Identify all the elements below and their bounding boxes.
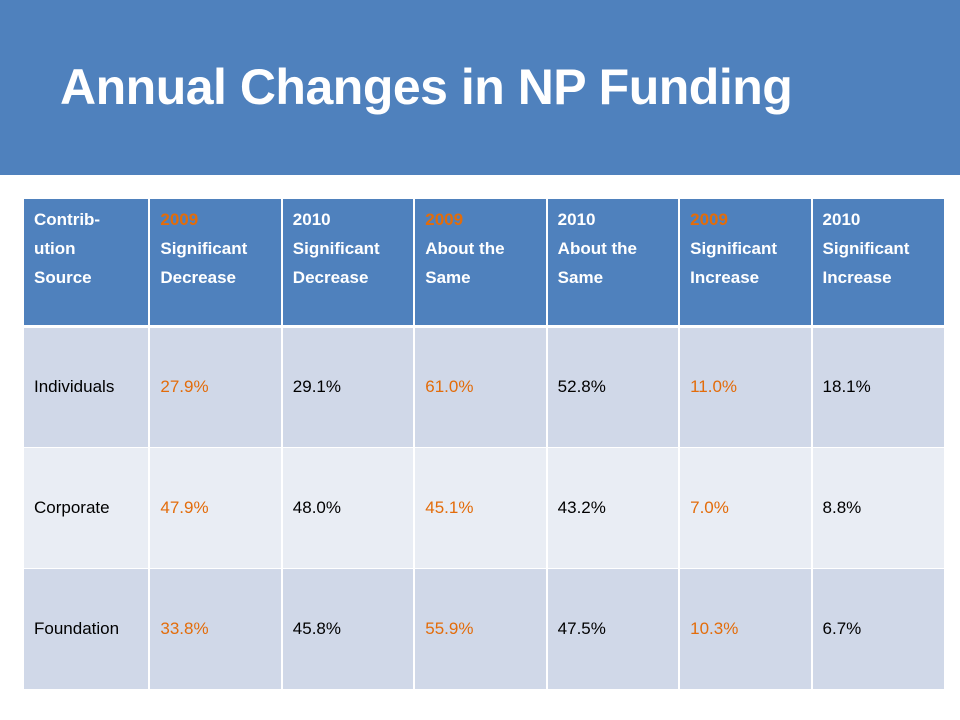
header-line: Same xyxy=(425,268,471,287)
table-cell: 18.1% xyxy=(811,326,944,448)
header-year: 2010 xyxy=(557,210,596,229)
table-cell: 6.7% xyxy=(811,568,944,690)
table-row-corporate: Corporate 47.9% 48.0% 45.1% 43.2% 7.0% 8… xyxy=(24,447,944,569)
row-source-label: Corporate xyxy=(24,447,151,569)
header-year: 2009 xyxy=(690,210,728,229)
header-2010-significant-increase: 2010 Significant Increase xyxy=(811,199,944,328)
table-cell: 61.0% xyxy=(414,326,548,448)
header-year: 2009 xyxy=(425,210,464,229)
header-year: 2010 xyxy=(822,210,861,229)
header-line: Increase xyxy=(690,268,760,287)
header-line: Significant xyxy=(292,239,380,258)
header-line: Contrib- xyxy=(34,210,101,229)
title-banner: Annual Changes in NP Funding xyxy=(0,0,960,175)
table-cell: 48.0% xyxy=(281,447,416,569)
table-row-individuals: Individuals 27.9% 29.1% 61.0% 52.8% 11.0… xyxy=(24,326,944,448)
table-cell: 29.1% xyxy=(281,326,416,448)
row-source-label: Foundation xyxy=(24,568,151,690)
table-cell: 47.9% xyxy=(149,447,283,569)
table-row-foundation: Foundation 33.8% 45.8% 55.9% 47.5% 10.3%… xyxy=(24,568,944,690)
table-cell: 52.8% xyxy=(546,326,681,448)
header-line: Same xyxy=(557,268,604,287)
header-contribution-source: Contrib- ution Source xyxy=(24,199,151,328)
row-source-label: Individuals xyxy=(24,326,151,448)
table-cell: 33.8% xyxy=(149,568,283,690)
table-cell: 45.8% xyxy=(281,568,416,690)
header-2009-about-the-same: 2009 About the Same xyxy=(414,199,548,328)
header-line: Significant xyxy=(160,239,248,258)
funding-changes-table: Contrib- ution Source 2009 Significant D… xyxy=(24,199,944,690)
header-2010-about-the-same: 2010 About the Same xyxy=(546,199,681,328)
table-cell: 27.9% xyxy=(149,326,283,448)
table-cell: 7.0% xyxy=(679,447,813,569)
header-line: Decrease xyxy=(160,268,236,287)
table-cell: 47.5% xyxy=(546,568,681,690)
header-year: 2010 xyxy=(292,210,331,229)
slide-title: Annual Changes in NP Funding xyxy=(60,59,793,115)
header-line: About the xyxy=(425,239,505,258)
table-cell: 55.9% xyxy=(414,568,548,690)
table-cell: 10.3% xyxy=(679,568,813,690)
table-cell: 8.8% xyxy=(811,447,944,569)
header-2010-significant-decrease: 2010 Significant Decrease xyxy=(281,199,416,328)
header-line: Decrease xyxy=(292,268,369,287)
header-line: Increase xyxy=(822,268,892,287)
header-line: ution xyxy=(34,239,76,258)
header-line: Source xyxy=(34,268,92,287)
table-cell: 43.2% xyxy=(546,447,681,569)
table-cell: 11.0% xyxy=(679,326,813,448)
header-2009-significant-increase: 2009 Significant Increase xyxy=(679,199,813,328)
header-2009-significant-decrease: 2009 Significant Decrease xyxy=(149,199,283,328)
table-header-row: Contrib- ution Source 2009 Significant D… xyxy=(24,199,944,328)
header-line: About the xyxy=(557,239,637,258)
header-line: Significant xyxy=(822,239,910,258)
header-year: 2009 xyxy=(160,210,199,229)
header-line: Significant xyxy=(690,239,778,258)
table-cell: 45.1% xyxy=(414,447,548,569)
